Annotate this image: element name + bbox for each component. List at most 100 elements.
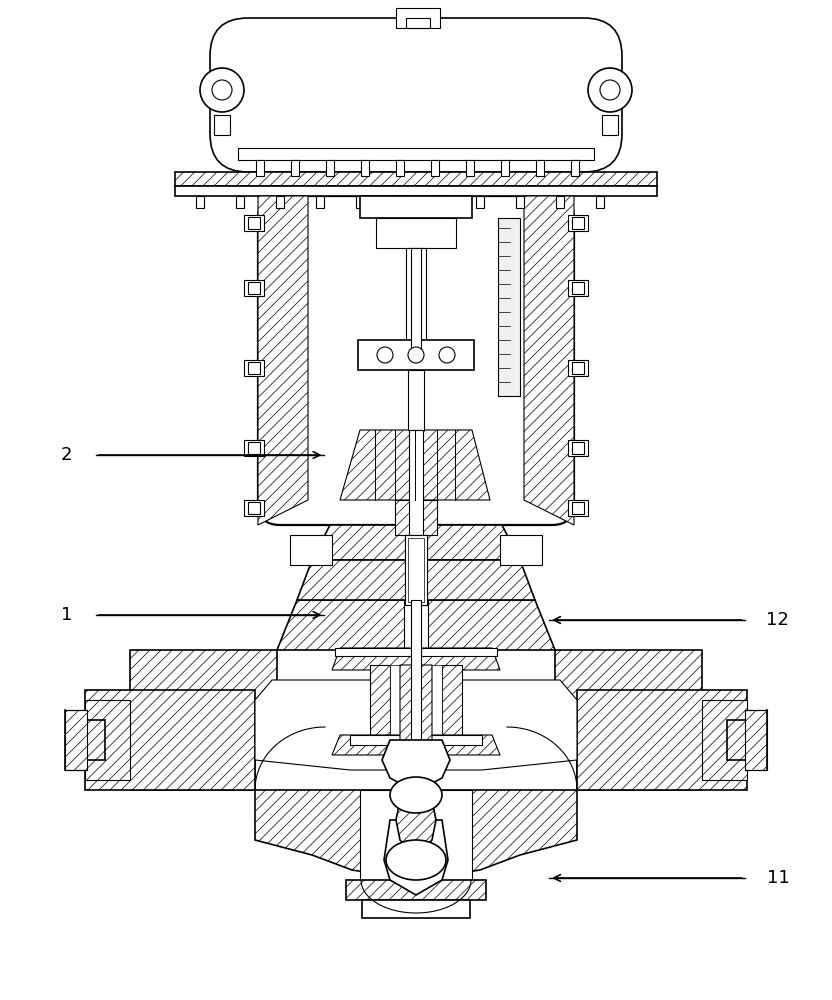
Polygon shape — [396, 800, 436, 856]
Bar — [316, 196, 324, 208]
Bar — [405, 535, 427, 605]
Ellipse shape — [390, 777, 442, 813]
FancyBboxPatch shape — [210, 18, 622, 172]
Bar — [248, 502, 260, 514]
Bar — [244, 440, 264, 456]
Bar — [175, 186, 657, 196]
Bar — [572, 502, 584, 514]
Polygon shape — [332, 648, 500, 670]
Polygon shape — [340, 430, 490, 500]
Bar — [248, 282, 260, 294]
Bar — [572, 442, 584, 454]
Bar — [476, 196, 484, 208]
Bar — [577, 690, 747, 790]
Ellipse shape — [212, 80, 232, 100]
Bar — [390, 665, 442, 735]
Bar — [571, 160, 579, 176]
Bar — [406, 248, 426, 358]
Bar — [361, 160, 369, 176]
Bar — [568, 440, 588, 456]
Bar — [291, 160, 299, 176]
Bar — [335, 648, 497, 656]
Bar — [376, 218, 456, 248]
Bar — [442, 665, 462, 735]
Bar — [568, 500, 588, 516]
Bar — [196, 196, 204, 208]
Bar — [411, 248, 421, 358]
Bar — [356, 196, 364, 208]
Polygon shape — [255, 680, 577, 770]
Ellipse shape — [386, 840, 446, 880]
Bar — [727, 720, 747, 760]
Bar — [404, 600, 428, 652]
Bar — [466, 160, 474, 176]
Bar — [536, 160, 544, 176]
Bar — [358, 340, 474, 370]
Bar — [500, 535, 542, 565]
Bar — [238, 148, 594, 160]
Polygon shape — [277, 600, 555, 650]
Bar — [572, 217, 584, 229]
Bar — [85, 690, 255, 790]
Polygon shape — [297, 560, 535, 600]
Polygon shape — [555, 650, 702, 790]
Bar — [405, 535, 427, 605]
Bar — [572, 282, 584, 294]
Polygon shape — [258, 196, 308, 525]
Bar — [362, 900, 470, 918]
Bar — [346, 880, 486, 900]
Bar — [85, 700, 130, 780]
Bar — [568, 215, 588, 231]
Polygon shape — [524, 196, 574, 525]
Bar — [396, 8, 440, 28]
Bar — [411, 600, 421, 800]
Bar — [244, 280, 264, 296]
Bar — [556, 196, 564, 208]
Bar — [256, 160, 264, 176]
Bar — [370, 665, 390, 735]
Polygon shape — [384, 820, 448, 895]
Bar — [409, 430, 423, 535]
Bar — [85, 720, 105, 760]
Bar — [244, 215, 264, 231]
Text: 1: 1 — [61, 606, 72, 624]
Bar — [350, 735, 482, 745]
Bar — [745, 710, 767, 770]
Bar — [244, 500, 264, 516]
Ellipse shape — [200, 68, 244, 112]
Bar — [395, 500, 437, 535]
Bar — [501, 160, 509, 176]
Bar — [290, 535, 332, 565]
Polygon shape — [400, 665, 432, 760]
Bar — [244, 360, 264, 376]
Polygon shape — [255, 790, 577, 880]
Bar — [248, 442, 260, 454]
Bar — [602, 115, 618, 135]
Bar — [516, 196, 524, 208]
Bar — [248, 362, 260, 374]
Bar — [236, 196, 244, 208]
Ellipse shape — [600, 80, 620, 100]
Bar — [702, 700, 747, 780]
Bar — [596, 196, 604, 208]
Bar — [568, 280, 588, 296]
Bar — [408, 538, 424, 602]
Bar — [396, 196, 404, 208]
Text: 2: 2 — [61, 446, 72, 464]
Bar — [248, 217, 260, 229]
Bar — [406, 18, 430, 28]
Ellipse shape — [408, 347, 424, 363]
Bar — [276, 196, 284, 208]
Polygon shape — [382, 740, 450, 792]
Bar — [436, 196, 444, 208]
Bar — [431, 160, 439, 176]
Ellipse shape — [377, 347, 393, 363]
Bar — [360, 790, 472, 880]
Bar — [65, 710, 87, 770]
Bar — [214, 115, 230, 135]
FancyBboxPatch shape — [258, 196, 574, 525]
Text: 11: 11 — [766, 869, 790, 887]
Polygon shape — [312, 525, 520, 560]
Bar — [498, 218, 520, 396]
Ellipse shape — [588, 68, 632, 112]
